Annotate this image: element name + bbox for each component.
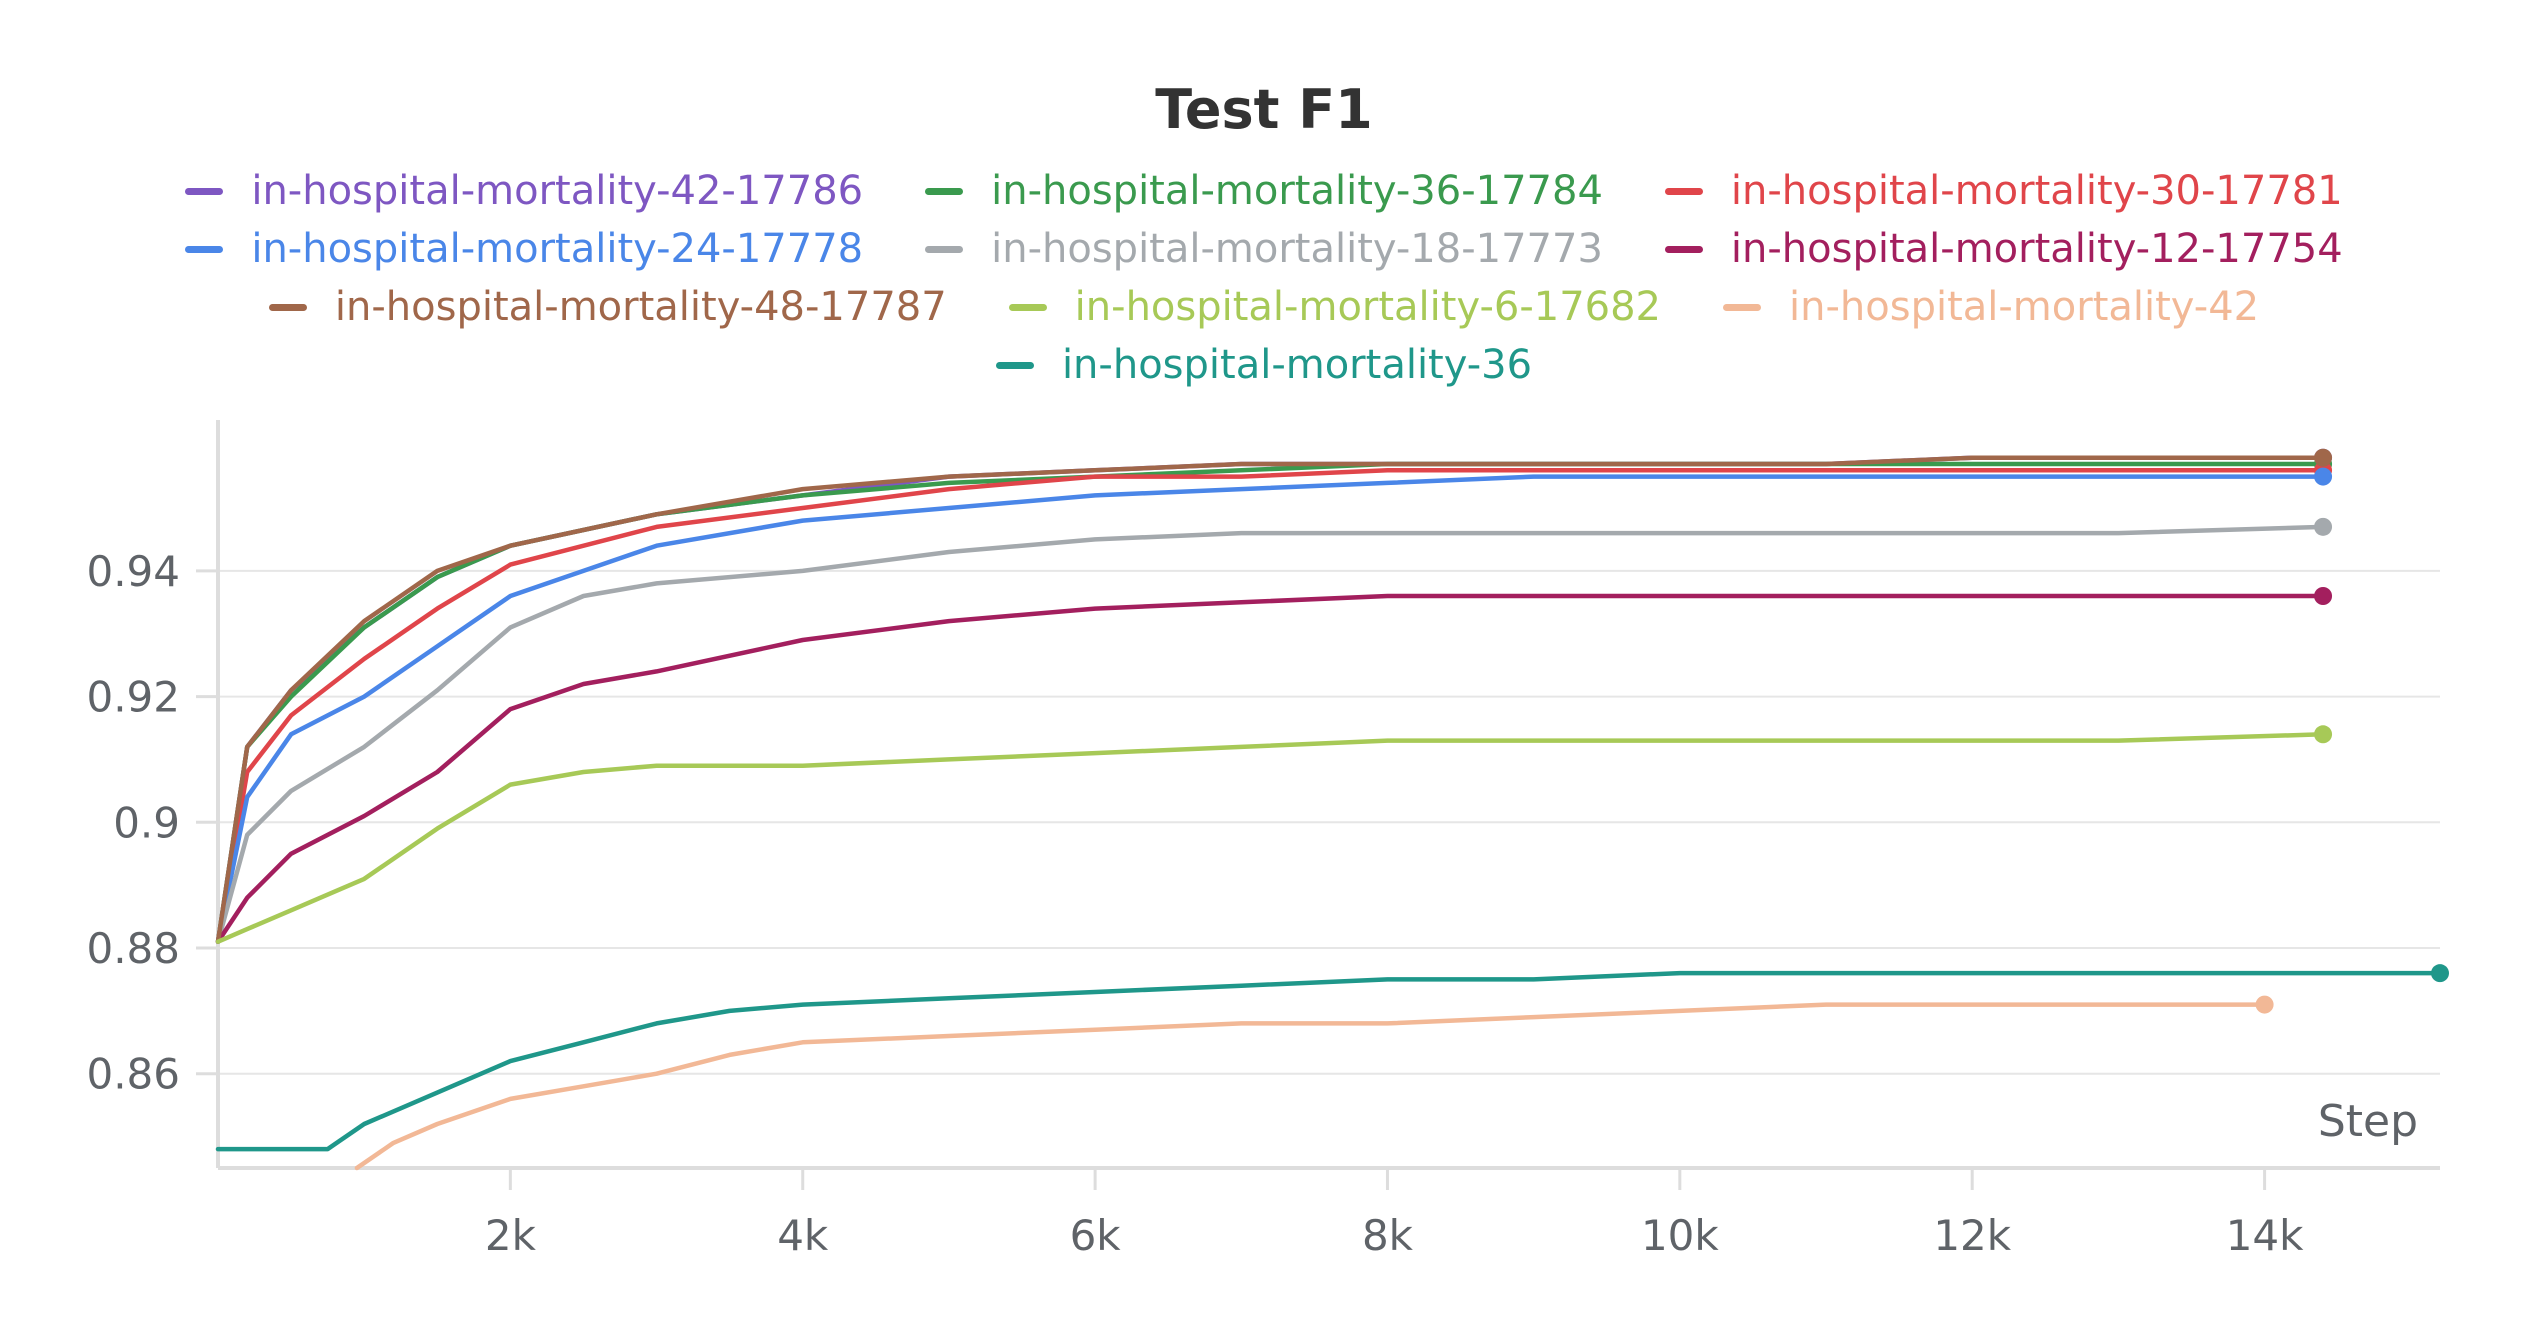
series-end-point-in-hospital-mortality-36[interactable]	[2431, 964, 2449, 983]
legend-swatch	[1723, 303, 1761, 311]
legend-item[interactable]: in-hospital-mortality-6-17682	[1008, 284, 1661, 330]
legend-swatch	[185, 245, 224, 253]
legend-item[interactable]: in-hospital-mortality-42	[1723, 284, 2259, 330]
x-tick-label: 14k	[2226, 1211, 2304, 1260]
legend-label: in-hospital-mortality-36-17784	[991, 168, 1603, 214]
legend-label: in-hospital-mortality-24-17778	[251, 226, 864, 272]
series-line-in-hospital-mortality-18-17773[interactable]	[215, 524, 2326, 944]
legend-swatch	[925, 245, 964, 253]
legend-item[interactable]: in-hospital-mortality-42-17786	[185, 168, 863, 214]
series-end-point-in-hospital-mortality-42[interactable]	[2255, 995, 2274, 1014]
legend-row: in-hospital-mortality-36	[0, 336, 2528, 394]
legend-swatch	[1664, 187, 1703, 195]
legend-item[interactable]: in-hospital-mortality-12-17754	[1664, 226, 2343, 272]
legend-item[interactable]: in-hospital-mortality-36	[995, 342, 1533, 388]
chart-title: Test F1	[1155, 78, 1373, 141]
legend-label: in-hospital-mortality-36	[1061, 342, 1533, 388]
series-end-point-in-hospital-mortality-12-17754[interactable]	[2314, 587, 2333, 605]
x-tick-label: 4k	[777, 1211, 829, 1260]
x-tick-label: 8k	[1362, 1211, 1414, 1260]
series-line-in-hospital-mortality-24-17778[interactable]	[215, 474, 2326, 944]
legend-label: in-hospital-mortality-48-17787	[334, 284, 947, 330]
chart-legend: in-hospital-mortality-42-17786 in-hospita…	[0, 162, 2528, 394]
legend-item[interactable]: in-hospital-mortality-24-17778	[185, 226, 863, 272]
legend-label: in-hospital-mortality-6-17682	[1074, 284, 1661, 330]
legend-item[interactable]: in-hospital-mortality-48-17787	[268, 284, 947, 330]
series-end-point-in-hospital-mortality-24-17778[interactable]	[2314, 467, 2333, 486]
legend-label: in-hospital-mortality-30-17781	[1730, 168, 2343, 214]
legend-label: in-hospital-mortality-18-17773	[991, 226, 1603, 272]
series-line-in-hospital-mortality-12-17754[interactable]	[215, 593, 2326, 944]
legend-swatch	[1664, 245, 1703, 253]
x-tick-label: 12k	[1933, 1211, 2011, 1260]
x-tick-label: 2k	[485, 1211, 537, 1260]
legend-row: in-hospital-mortality-48-17787 in-hospita…	[0, 278, 2528, 336]
legend-swatch	[268, 303, 307, 311]
series-line-in-hospital-mortality-6-17682[interactable]	[215, 732, 2326, 944]
y-tick-label: 0.86	[86, 1050, 180, 1099]
series-end-point-in-hospital-mortality-6-17682[interactable]	[2314, 725, 2333, 744]
x-axis-label: Step	[2318, 1096, 2418, 1147]
legend-label: in-hospital-mortality-12-17754	[1730, 226, 2343, 272]
legend-label: in-hospital-mortality-42-17786	[251, 168, 864, 214]
series-line-in-hospital-mortality-36[interactable]	[215, 970, 2443, 1152]
x-tick-label: 6k	[1070, 1211, 1122, 1260]
legend-swatch	[1008, 303, 1047, 311]
series-line-in-hospital-mortality-48-17787[interactable]	[215, 455, 2326, 944]
legend-swatch	[925, 187, 964, 195]
legend-row: in-hospital-mortality-24-17778 in-hospita…	[0, 220, 2528, 278]
y-tick-label: 0.92	[86, 673, 180, 722]
series-line-in-hospital-mortality-42[interactable]	[354, 1002, 2267, 1171]
legend-row: in-hospital-mortality-42-17786 in-hospita…	[0, 162, 2528, 220]
legend-swatch	[995, 361, 1034, 369]
y-tick-label: 0.88	[86, 924, 180, 973]
y-tick-label: 0.94	[86, 547, 180, 596]
series-line-in-hospital-mortality-30-17781[interactable]	[215, 468, 2326, 944]
legend-item[interactable]: in-hospital-mortality-30-17781	[1664, 168, 2343, 214]
series-end-point-in-hospital-mortality-48-17787[interactable]	[2314, 448, 2333, 467]
series-end-point-in-hospital-mortality-18-17773[interactable]	[2314, 517, 2333, 536]
y-tick-label: 0.9	[113, 798, 180, 847]
legend-item[interactable]: in-hospital-mortality-36-17784	[925, 168, 1603, 214]
legend-swatch	[185, 187, 224, 195]
legend-item[interactable]: in-hospital-mortality-18-17773	[925, 226, 1603, 272]
legend-label: in-hospital-mortality-42	[1789, 284, 2260, 330]
x-tick-label: 10k	[1641, 1211, 1719, 1260]
